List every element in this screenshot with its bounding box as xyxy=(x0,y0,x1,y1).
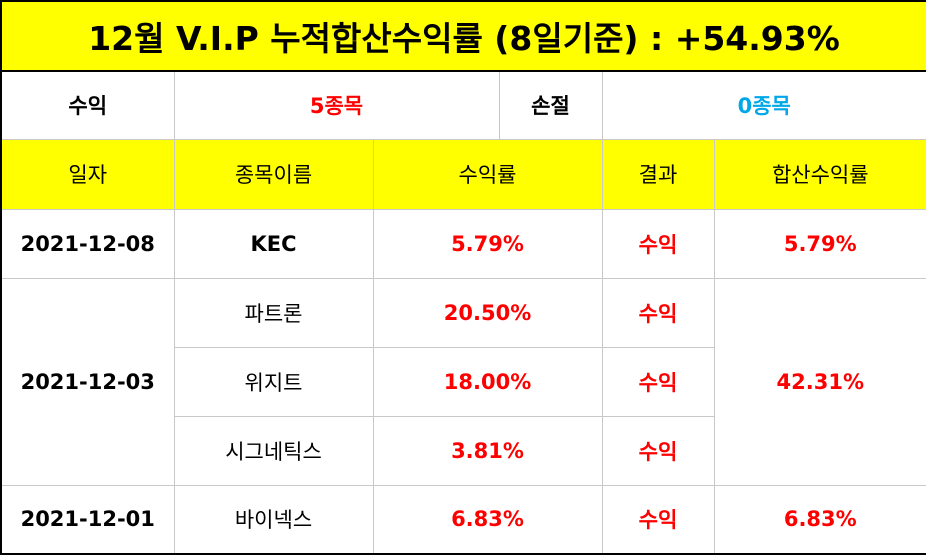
date-cell: 2021-12-03 xyxy=(0,277,175,486)
loss-label: 손절 xyxy=(498,70,603,140)
header-date: 일자 xyxy=(0,138,175,210)
table-row: 2021-12-08 KEC 5.79% 수익 5.79% xyxy=(0,208,926,279)
loss-count: 0종목 xyxy=(601,70,926,140)
total-return-cell: 6.83% xyxy=(713,484,926,555)
date-cell: 2021-12-01 xyxy=(0,484,175,555)
result-cell: 수익 xyxy=(601,208,715,279)
result-cell: 수익 xyxy=(601,415,715,486)
return-cell: 18.00% xyxy=(372,346,603,417)
header-result: 결과 xyxy=(601,138,715,210)
return-cell: 5.79% xyxy=(372,208,603,279)
return-cell: 3.81% xyxy=(372,415,603,486)
result-cell: 수익 xyxy=(601,277,715,348)
header-stock-name: 종목이름 xyxy=(173,138,374,210)
header-return: 수익률 xyxy=(372,138,603,210)
stock-name-cell: 위지트 xyxy=(173,346,374,417)
result-cell: 수익 xyxy=(601,346,715,417)
page-title: 12월 V.I.P 누적합산수익률 (8일기준) : +54.93% xyxy=(0,0,926,72)
profit-label: 수익 xyxy=(0,70,175,140)
table-row: 2021-12-03 파트론 20.50% 수익 42.31% xyxy=(0,277,926,486)
stock-name-cell: 시그네틱스 xyxy=(173,415,374,486)
total-return-cell: 42.31% xyxy=(713,277,926,486)
result-cell: 수익 xyxy=(601,484,715,555)
date-cell: 2021-12-08 xyxy=(0,208,175,279)
stock-name-cell: KEC xyxy=(173,208,374,279)
table-row: 위지트 18.00% 수익 xyxy=(1,346,926,417)
profit-count: 5종목 xyxy=(173,70,500,140)
return-cell: 20.50% xyxy=(372,277,603,348)
stock-name-cell: 바이넥스 xyxy=(173,484,374,555)
return-cell: 6.83% xyxy=(372,484,603,555)
header-total-return: 합산수익률 xyxy=(713,138,926,210)
stock-name-cell: 파트론 xyxy=(173,277,374,348)
total-return-cell: 5.79% xyxy=(713,208,926,279)
table-row: 2021-12-01 바이넥스 6.83% 수익 6.83% xyxy=(0,484,926,555)
